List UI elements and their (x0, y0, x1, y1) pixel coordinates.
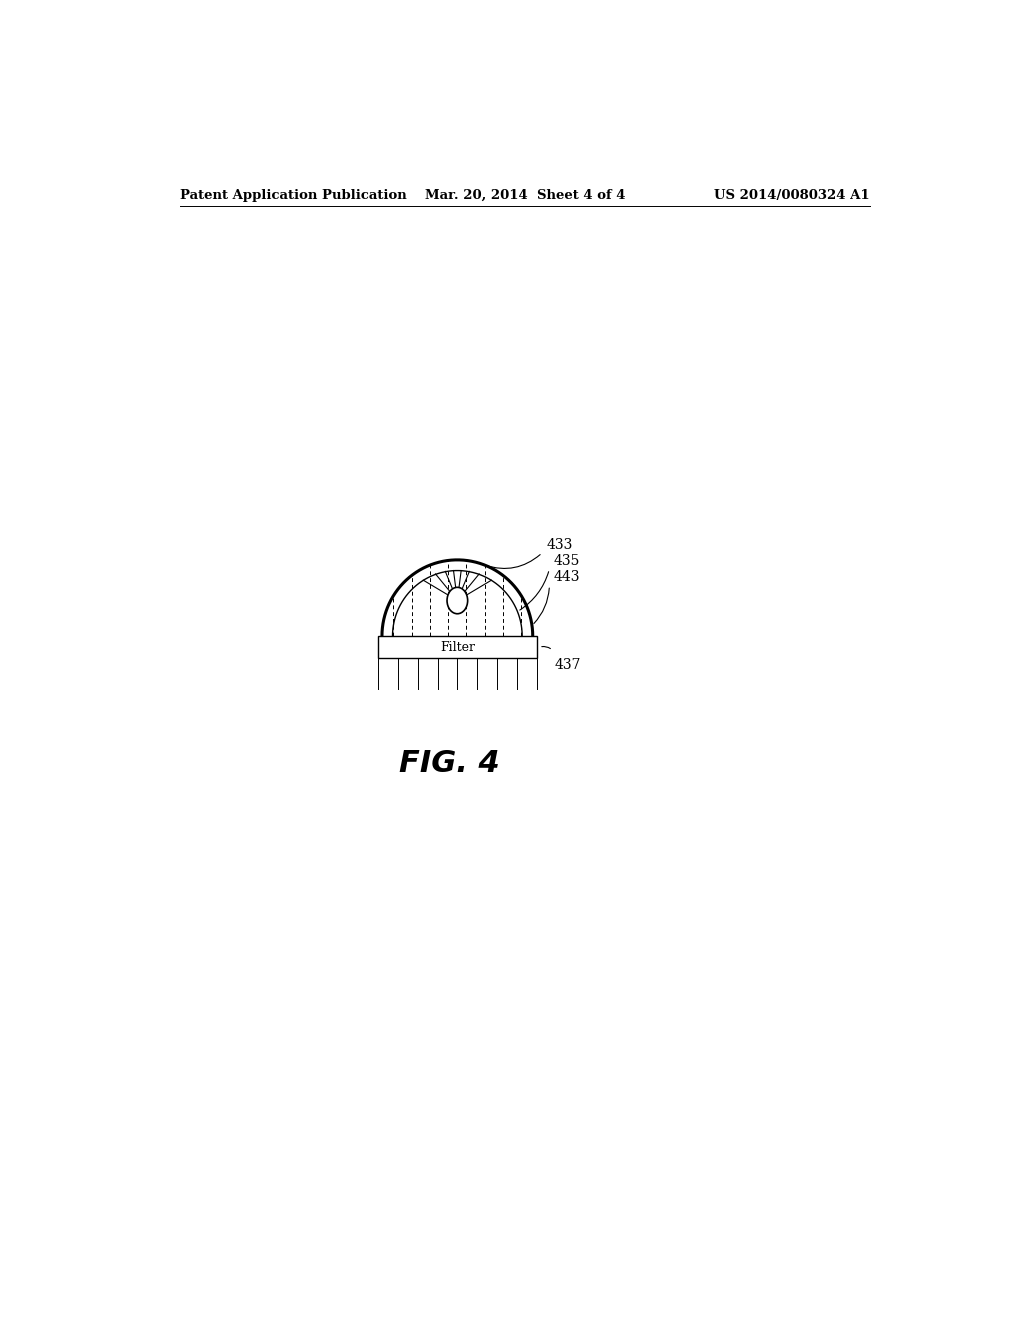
Text: US 2014/0080324 A1: US 2014/0080324 A1 (715, 189, 870, 202)
Bar (378, 636, 537, 659)
Circle shape (447, 587, 468, 614)
Text: Mar. 20, 2014  Sheet 4 of 4: Mar. 20, 2014 Sheet 4 of 4 (425, 189, 625, 202)
Text: 443: 443 (553, 570, 580, 585)
Text: FIG. 4: FIG. 4 (399, 748, 500, 777)
Text: Patent Application Publication: Patent Application Publication (179, 189, 407, 202)
Text: Filter: Filter (440, 640, 475, 653)
Text: 437: 437 (555, 659, 582, 672)
Text: 433: 433 (546, 537, 572, 552)
Text: 435: 435 (553, 554, 580, 568)
